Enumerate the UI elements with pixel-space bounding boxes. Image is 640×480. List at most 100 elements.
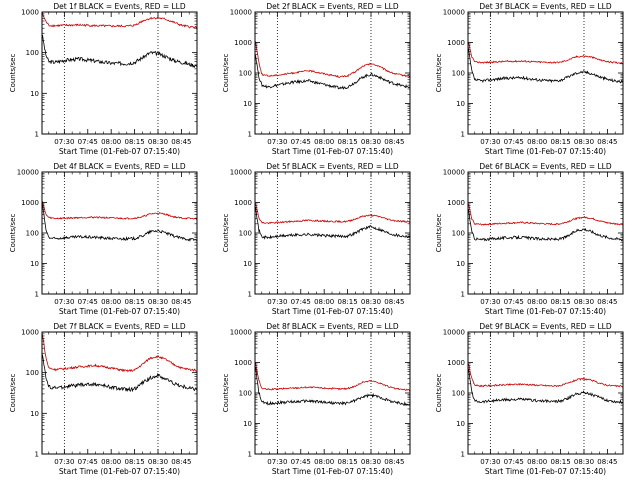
x-tick-label: 07:45 [291, 458, 311, 466]
chart-title: Det 5f BLACK = Events, RED = LLD [266, 162, 399, 171]
x-tick-label: 08:00 [101, 298, 121, 306]
chart-panel-7: Det 7f BLACK = Events, RED = LLD 1 10 100 10… [9, 322, 198, 476]
y-axis-label: Counts/sec [222, 214, 230, 253]
series-line-lld [468, 203, 623, 226]
x-tick-label: 08:15 [337, 458, 357, 466]
x-tick-label: 08:15 [124, 138, 144, 146]
y-tick-label: 1 [248, 451, 252, 459]
x-tick-label: 08:45 [597, 298, 617, 306]
x-tick-label: 08:30 [574, 298, 594, 306]
y-axis-label: Counts/sec [9, 374, 17, 413]
y-axis-label: Counts/sec [9, 54, 17, 93]
x-tick-label: 07:45 [504, 138, 524, 146]
y-axis-label: Counts/sec [9, 214, 17, 253]
x-tick-label: 07:30 [54, 138, 74, 146]
x-tick-label: 08:45 [384, 458, 404, 466]
y-tick-label: 1 [461, 451, 465, 459]
y-tick-label: 10 [30, 90, 39, 98]
x-tick-label: 08:15 [550, 458, 570, 466]
chart-panel-4: Det 4f BLACK = Events, RED = LLD 1 10 100 10… [9, 162, 198, 316]
x-tick-label: 07:45 [291, 298, 311, 306]
y-tick-label: 1 [35, 451, 39, 459]
x-tick-label: 08:00 [527, 298, 547, 306]
y-tick-label: 1000 [21, 199, 39, 207]
x-tick-label: 08:30 [148, 298, 168, 306]
x-axis-label: Start Time (01-Feb-07 07:15:40) [59, 147, 180, 156]
x-axis-label: Start Time (01-Feb-07 07:15:40) [272, 467, 393, 476]
x-tick-label: 08:45 [597, 138, 617, 146]
x-tick-label: 08:30 [361, 458, 381, 466]
x-tick-label: 08:30 [148, 458, 168, 466]
x-tick-label: 08:15 [337, 298, 357, 306]
y-tick-label: 1000 [447, 39, 465, 47]
x-tick-label: 07:30 [480, 138, 500, 146]
x-tick-label: 08:45 [384, 138, 404, 146]
x-tick-label: 08:15 [124, 298, 144, 306]
chart-title: Det 9f BLACK = Events, RED = LLD [479, 322, 612, 331]
x-axis-label: Start Time (01-Feb-07 07:15:40) [59, 307, 180, 316]
chart-panel-1: Det 1f BLACK = Events, RED = LLD 1 10 100 10… [9, 2, 198, 156]
y-tick-label: 1000 [21, 329, 39, 337]
series-line-lld [42, 201, 197, 220]
y-tick-label: 10000 [230, 329, 252, 337]
y-tick-label: 100 [26, 230, 39, 238]
x-tick-label: 08:15 [337, 138, 357, 146]
y-tick-label: 10000 [230, 169, 252, 177]
plot-frame [254, 171, 411, 295]
y-tick-label: 1 [248, 131, 252, 139]
x-tick-label: 07:45 [78, 458, 98, 466]
x-axis-label: Start Time (01-Feb-07 07:15:40) [272, 147, 393, 156]
plot-frame [41, 331, 198, 455]
series-line-events [255, 54, 410, 90]
x-tick-label: 08:30 [574, 138, 594, 146]
chart-panel-9: Det 9f BLACK = Events, RED = LLD 1 10 100 10… [435, 322, 624, 476]
series-line-lld [468, 363, 623, 388]
x-tick-label: 07:30 [54, 458, 74, 466]
x-axis-label: Start Time (01-Feb-07 07:15:40) [59, 467, 180, 476]
series-line-events [42, 34, 197, 69]
y-axis-label: Counts/sec [435, 374, 443, 413]
series-line-lld [42, 333, 197, 373]
y-axis-label: Counts/sec [222, 54, 230, 93]
y-tick-label: 10 [243, 100, 252, 108]
chart-title: Det 1f BLACK = Events, RED = LLD [53, 2, 186, 11]
y-tick-label: 100 [26, 369, 39, 377]
x-tick-label: 08:00 [101, 458, 121, 466]
x-tick-label: 07:30 [54, 298, 74, 306]
x-tick-label: 07:45 [78, 298, 98, 306]
x-tick-label: 08:45 [171, 138, 191, 146]
x-tick-label: 08:00 [314, 138, 334, 146]
y-tick-label: 10 [30, 260, 39, 268]
x-tick-label: 08:00 [314, 298, 334, 306]
y-tick-label: 1 [35, 291, 39, 299]
plot-frame [41, 171, 198, 295]
chart-title: Det 7f BLACK = Events, RED = LLD [53, 322, 186, 331]
x-axis-label: Start Time (01-Feb-07 07:15:40) [485, 307, 606, 316]
plot-frame [467, 11, 624, 135]
chart-panel-3: Det 3f BLACK = Events, RED = LLD 1 10 100 10… [435, 2, 624, 156]
x-axis-label: Start Time (01-Feb-07 07:15:40) [272, 307, 393, 316]
y-tick-label: 1000 [447, 199, 465, 207]
chart-title: Det 3f BLACK = Events, RED = LLD [479, 2, 612, 11]
x-tick-label: 07:30 [267, 298, 287, 306]
series-line-events [42, 202, 197, 242]
chart-panel-5: Det 5f BLACK = Events, RED = LLD 1 10 100 10… [222, 162, 411, 316]
x-tick-label: 07:30 [480, 298, 500, 306]
series-line-lld [255, 361, 410, 392]
y-tick-label: 1000 [21, 9, 39, 17]
plot-frame [254, 11, 411, 135]
y-tick-label: 10000 [443, 329, 465, 337]
y-axis-label: Counts/sec [435, 214, 443, 253]
y-tick-label: 1000 [234, 359, 252, 367]
series-line-lld [42, 12, 197, 30]
y-tick-label: 1 [461, 291, 465, 299]
chart-title: Det 2f BLACK = Events, RED = LLD [266, 2, 399, 11]
series-line-events [468, 209, 623, 242]
series-line-lld [468, 41, 623, 65]
x-axis-label: Start Time (01-Feb-07 07:15:40) [485, 147, 606, 156]
x-tick-label: 08:00 [527, 138, 547, 146]
y-tick-label: 10000 [443, 9, 465, 17]
y-tick-label: 10 [456, 100, 465, 108]
series-line-lld [255, 202, 410, 225]
